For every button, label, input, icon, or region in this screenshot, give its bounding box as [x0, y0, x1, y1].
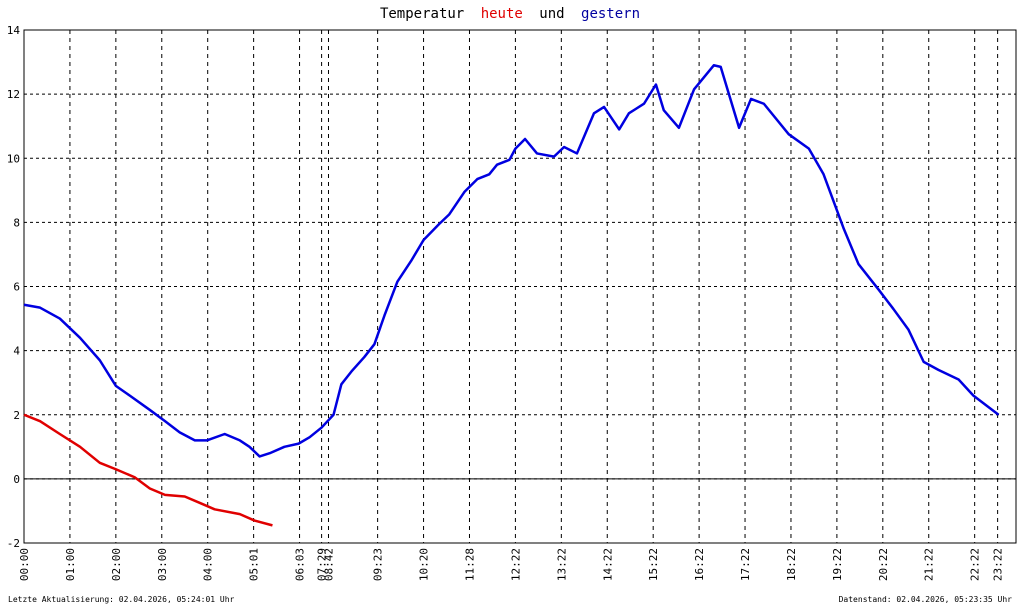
x-tick-label: 05:01 [248, 548, 261, 581]
x-tick-label: 01:00 [64, 548, 77, 581]
x-tick-label: 22:22 [969, 548, 982, 581]
x-tick-label: 20:22 [877, 548, 890, 581]
series-line [23, 64, 1000, 458]
y-tick-label: 6 [13, 281, 20, 294]
x-tick-label: 17:22 [739, 548, 752, 581]
y-tick-label: 8 [13, 216, 20, 229]
x-tick-label: 23:22 [992, 548, 1005, 581]
y-tick-label: 10 [7, 152, 20, 165]
series-line [23, 413, 273, 527]
title-series-name: heute [481, 6, 523, 22]
plot-frame [23, 29, 1017, 544]
x-tick-label: 18:22 [785, 548, 798, 581]
title-series-name: gestern [581, 6, 640, 22]
x-tick-label: 07:29 [316, 548, 329, 581]
x-tick-label: 03:00 [156, 548, 169, 581]
x-tick-label: 15:22 [647, 548, 660, 581]
footer-right: Datenstand: 02.04.2026, 05:23:35 Uhr [839, 595, 1013, 604]
y-tick-label: 0 [13, 473, 20, 486]
x-tick-label: 02:00 [110, 548, 123, 581]
x-tick-label: 04:00 [202, 548, 215, 581]
x-tick-label: 19:22 [831, 548, 844, 581]
x-tick-label: 11:28 [463, 548, 476, 581]
y-tick-label: -2 [7, 537, 20, 550]
y-tick-label: 2 [13, 409, 20, 422]
y-tick-label: 4 [13, 345, 20, 358]
y-tick-label: 12 [7, 88, 20, 101]
x-tick-label: 16:22 [693, 548, 706, 581]
title-word: Temperatur [380, 6, 464, 22]
x-tick-label: 14:22 [601, 548, 614, 581]
x-tick-label: 21:22 [923, 548, 936, 581]
x-tick-label: 13:22 [555, 548, 568, 581]
y-tick-label: 14 [7, 24, 21, 37]
x-tick-label: 12:22 [509, 548, 522, 581]
x-tick-label: 09:23 [372, 548, 385, 581]
x-tick-label: 08:42 [322, 548, 335, 581]
chart-title: Temperatur heute und gestern [380, 6, 640, 22]
title-word: und [539, 6, 564, 22]
x-tick-label: 00:00 [18, 548, 31, 581]
footer-left: Letzte Aktualisierung: 02.04.2026, 05:24… [8, 595, 235, 604]
x-tick-label: 10:20 [418, 548, 431, 581]
x-tick-label: 06:03 [294, 548, 307, 581]
